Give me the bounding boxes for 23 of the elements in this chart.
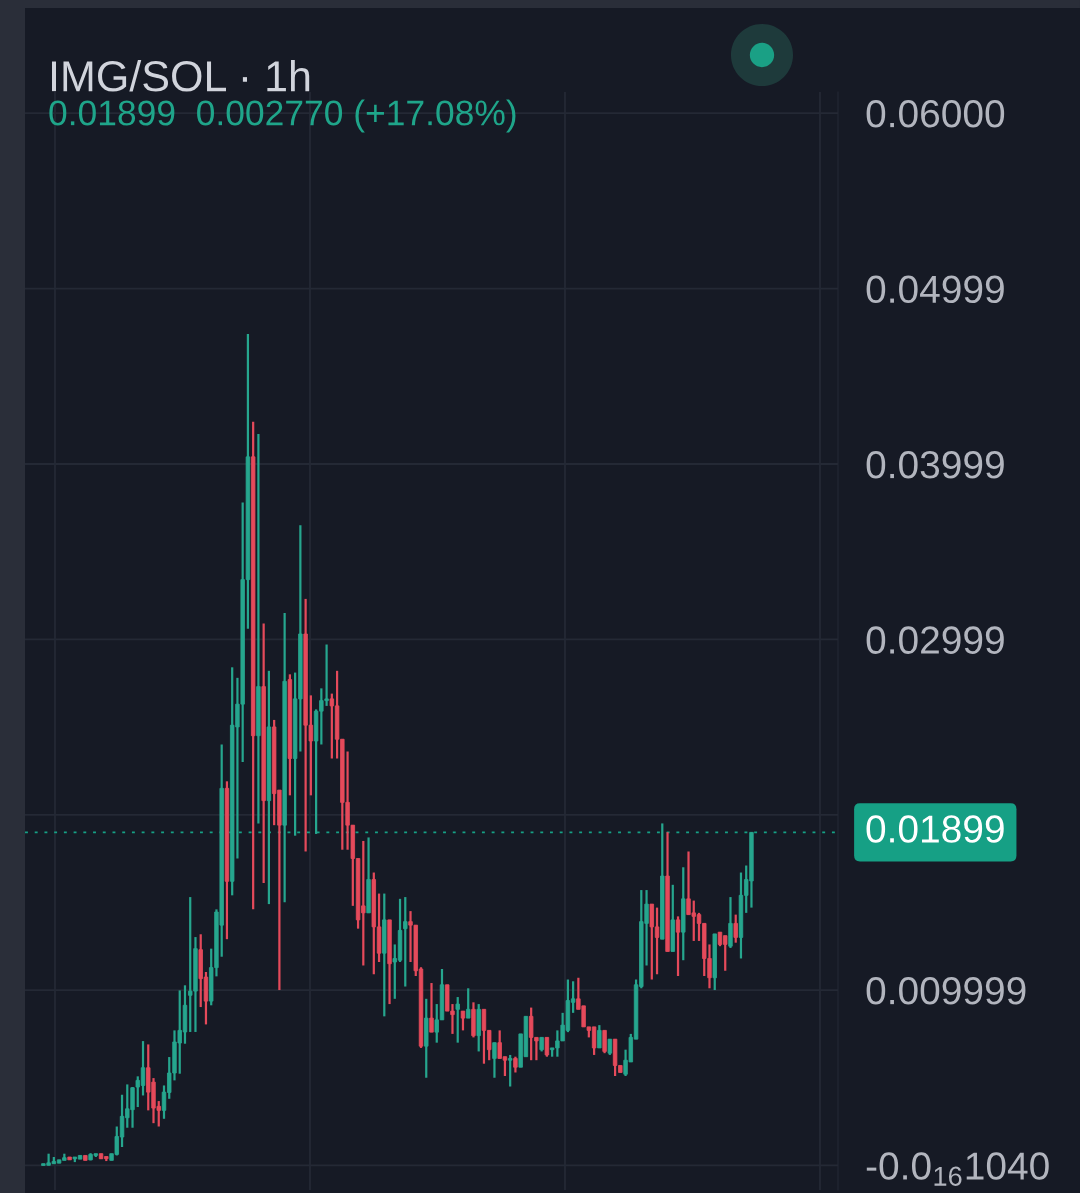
candlestick [728, 895, 733, 950]
candlestick [675, 915, 681, 978]
candlestick [733, 913, 738, 944]
candlestick [455, 995, 460, 1044]
chart-subtitle: 0.01899 0.002770 (+17.08%) [49, 99, 516, 133]
candlestick [597, 1024, 602, 1050]
candlestick [460, 1009, 466, 1032]
ref-line-label: 0.01899 [866, 815, 1004, 843]
y-tick-label: 0.02999 [866, 626, 1004, 654]
candlestick [466, 987, 471, 1020]
chart-title: IMG/SOL · 1h [51, 59, 310, 92]
y-tick-label: 0.04999 [866, 275, 1004, 304]
candlestick [544, 1036, 550, 1058]
y-tick-label: 0.06000 [866, 99, 1005, 128]
candlestick [403, 895, 408, 988]
candlestick [602, 1029, 607, 1055]
y-tick-label: -0.0$_{16}$1040 [866, 1152, 1049, 1186]
y-tick-label: 0.03999 [866, 450, 1004, 479]
candlestick [492, 1041, 497, 1079]
candlestick [256, 432, 261, 825]
candlestick [507, 1053, 513, 1088]
y-tick-label: 0.009999 [866, 977, 1026, 1005]
candlestick [429, 981, 434, 1034]
